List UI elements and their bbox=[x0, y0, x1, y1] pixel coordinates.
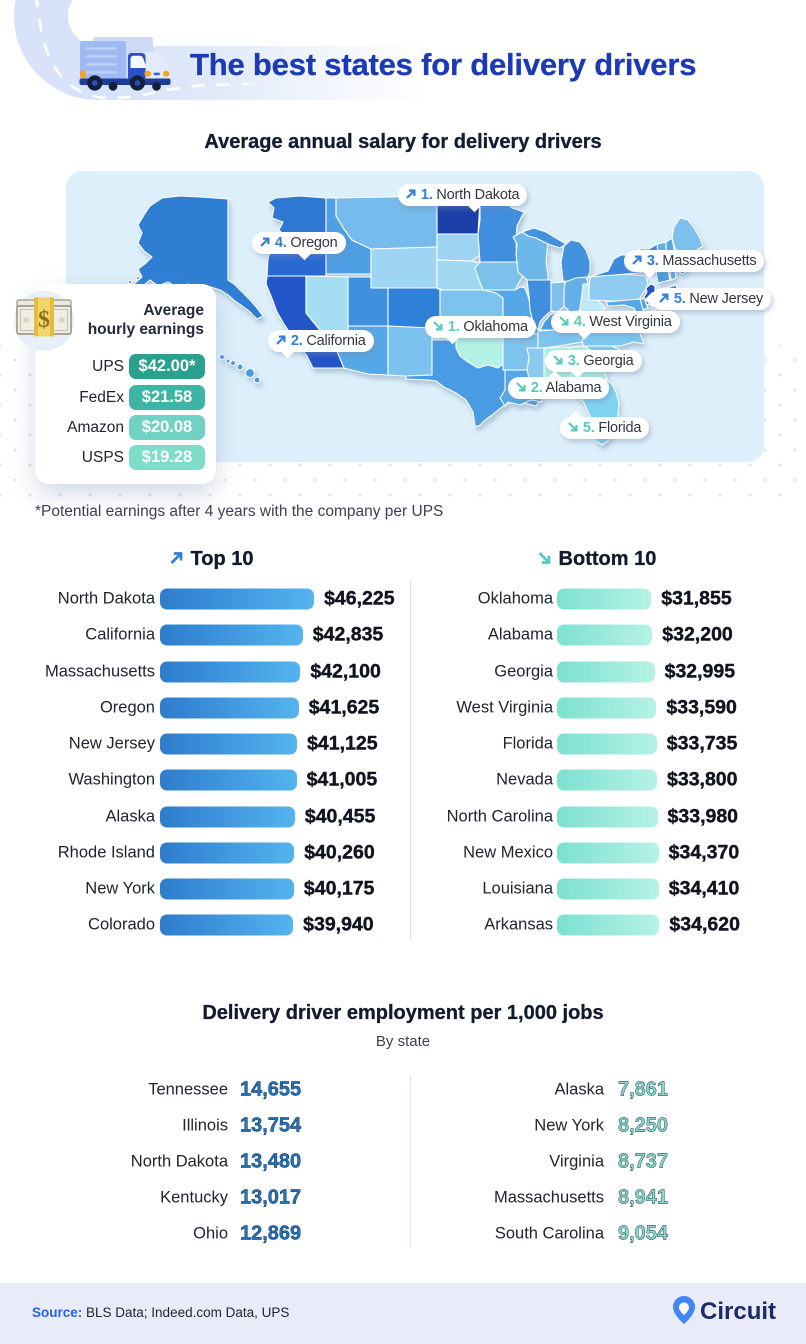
svg-text:Circuit: Circuit bbox=[700, 1298, 776, 1325]
svg-text:$: $ bbox=[38, 307, 50, 333]
